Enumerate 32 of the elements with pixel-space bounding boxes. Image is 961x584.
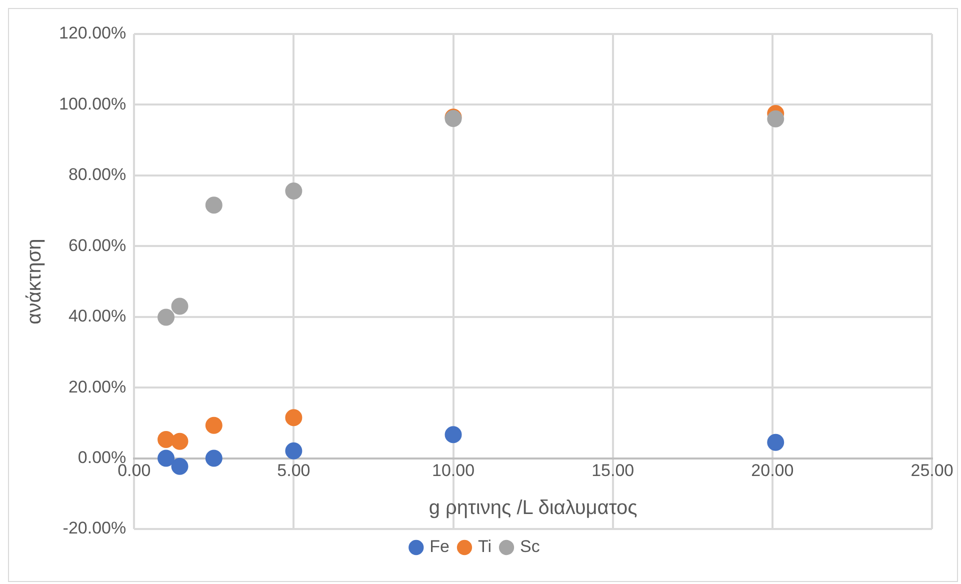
point [285, 182, 302, 200]
point [171, 458, 188, 475]
point [158, 308, 175, 326]
point [444, 426, 462, 444]
x-tick-label: 25.00 [910, 461, 954, 480]
x-axis-title: g ρητινης /L διαλυματος [428, 497, 638, 520]
point [767, 434, 784, 451]
point [767, 110, 784, 128]
y-tick-label: 100.00% [58, 94, 126, 114]
point [158, 450, 175, 467]
y-tick-label: 120.00% [58, 24, 126, 43]
y-tick-label: 60.00% [68, 236, 126, 255]
point [171, 298, 188, 315]
y-tick-label: 80.00% [68, 165, 126, 184]
point [285, 442, 302, 460]
y-tick-label: 20.00% [68, 377, 126, 396]
point [205, 416, 222, 434]
x-tick-label: 15.00 [592, 461, 634, 480]
point [158, 431, 175, 448]
point [285, 409, 302, 426]
point [205, 450, 222, 467]
legend-label: Fe [430, 537, 450, 556]
legend-label: Sc [520, 537, 540, 556]
x-tick-label: 5.00 [277, 461, 310, 480]
x-tick-label: 10.00 [432, 461, 475, 480]
y-axis-title: ανάκτηση [24, 238, 46, 324]
legend-label: Ti [478, 537, 492, 556]
y-tick-label: 40.00% [68, 306, 126, 326]
x-tick-label: 20.00 [751, 461, 794, 480]
y-tick-label: -20.00% [62, 518, 126, 538]
point [205, 196, 222, 214]
point [171, 432, 188, 450]
